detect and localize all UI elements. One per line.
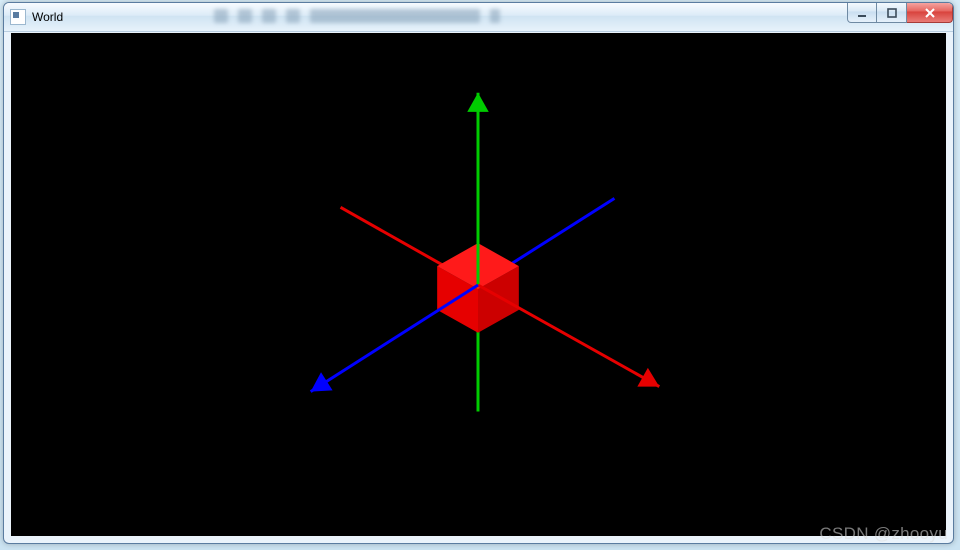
- desktop: World: [0, 0, 960, 550]
- close-icon: [924, 7, 936, 19]
- 3d-viewport[interactable]: [11, 33, 946, 536]
- titlebar[interactable]: World: [4, 3, 953, 32]
- minimize-button[interactable]: [847, 3, 877, 23]
- window-controls: [847, 3, 953, 23]
- titlebar-blur-area: [214, 9, 554, 25]
- z-axis-pos: [311, 285, 478, 392]
- client-area: [11, 33, 946, 536]
- app-icon: [10, 9, 26, 25]
- minimize-icon: [857, 8, 867, 18]
- app-window: World: [3, 2, 954, 544]
- maximize-button[interactable]: [877, 3, 907, 23]
- window-title: World: [32, 10, 63, 24]
- maximize-icon: [887, 8, 897, 18]
- close-button[interactable]: [907, 3, 953, 23]
- x-axis-pos: [478, 285, 659, 387]
